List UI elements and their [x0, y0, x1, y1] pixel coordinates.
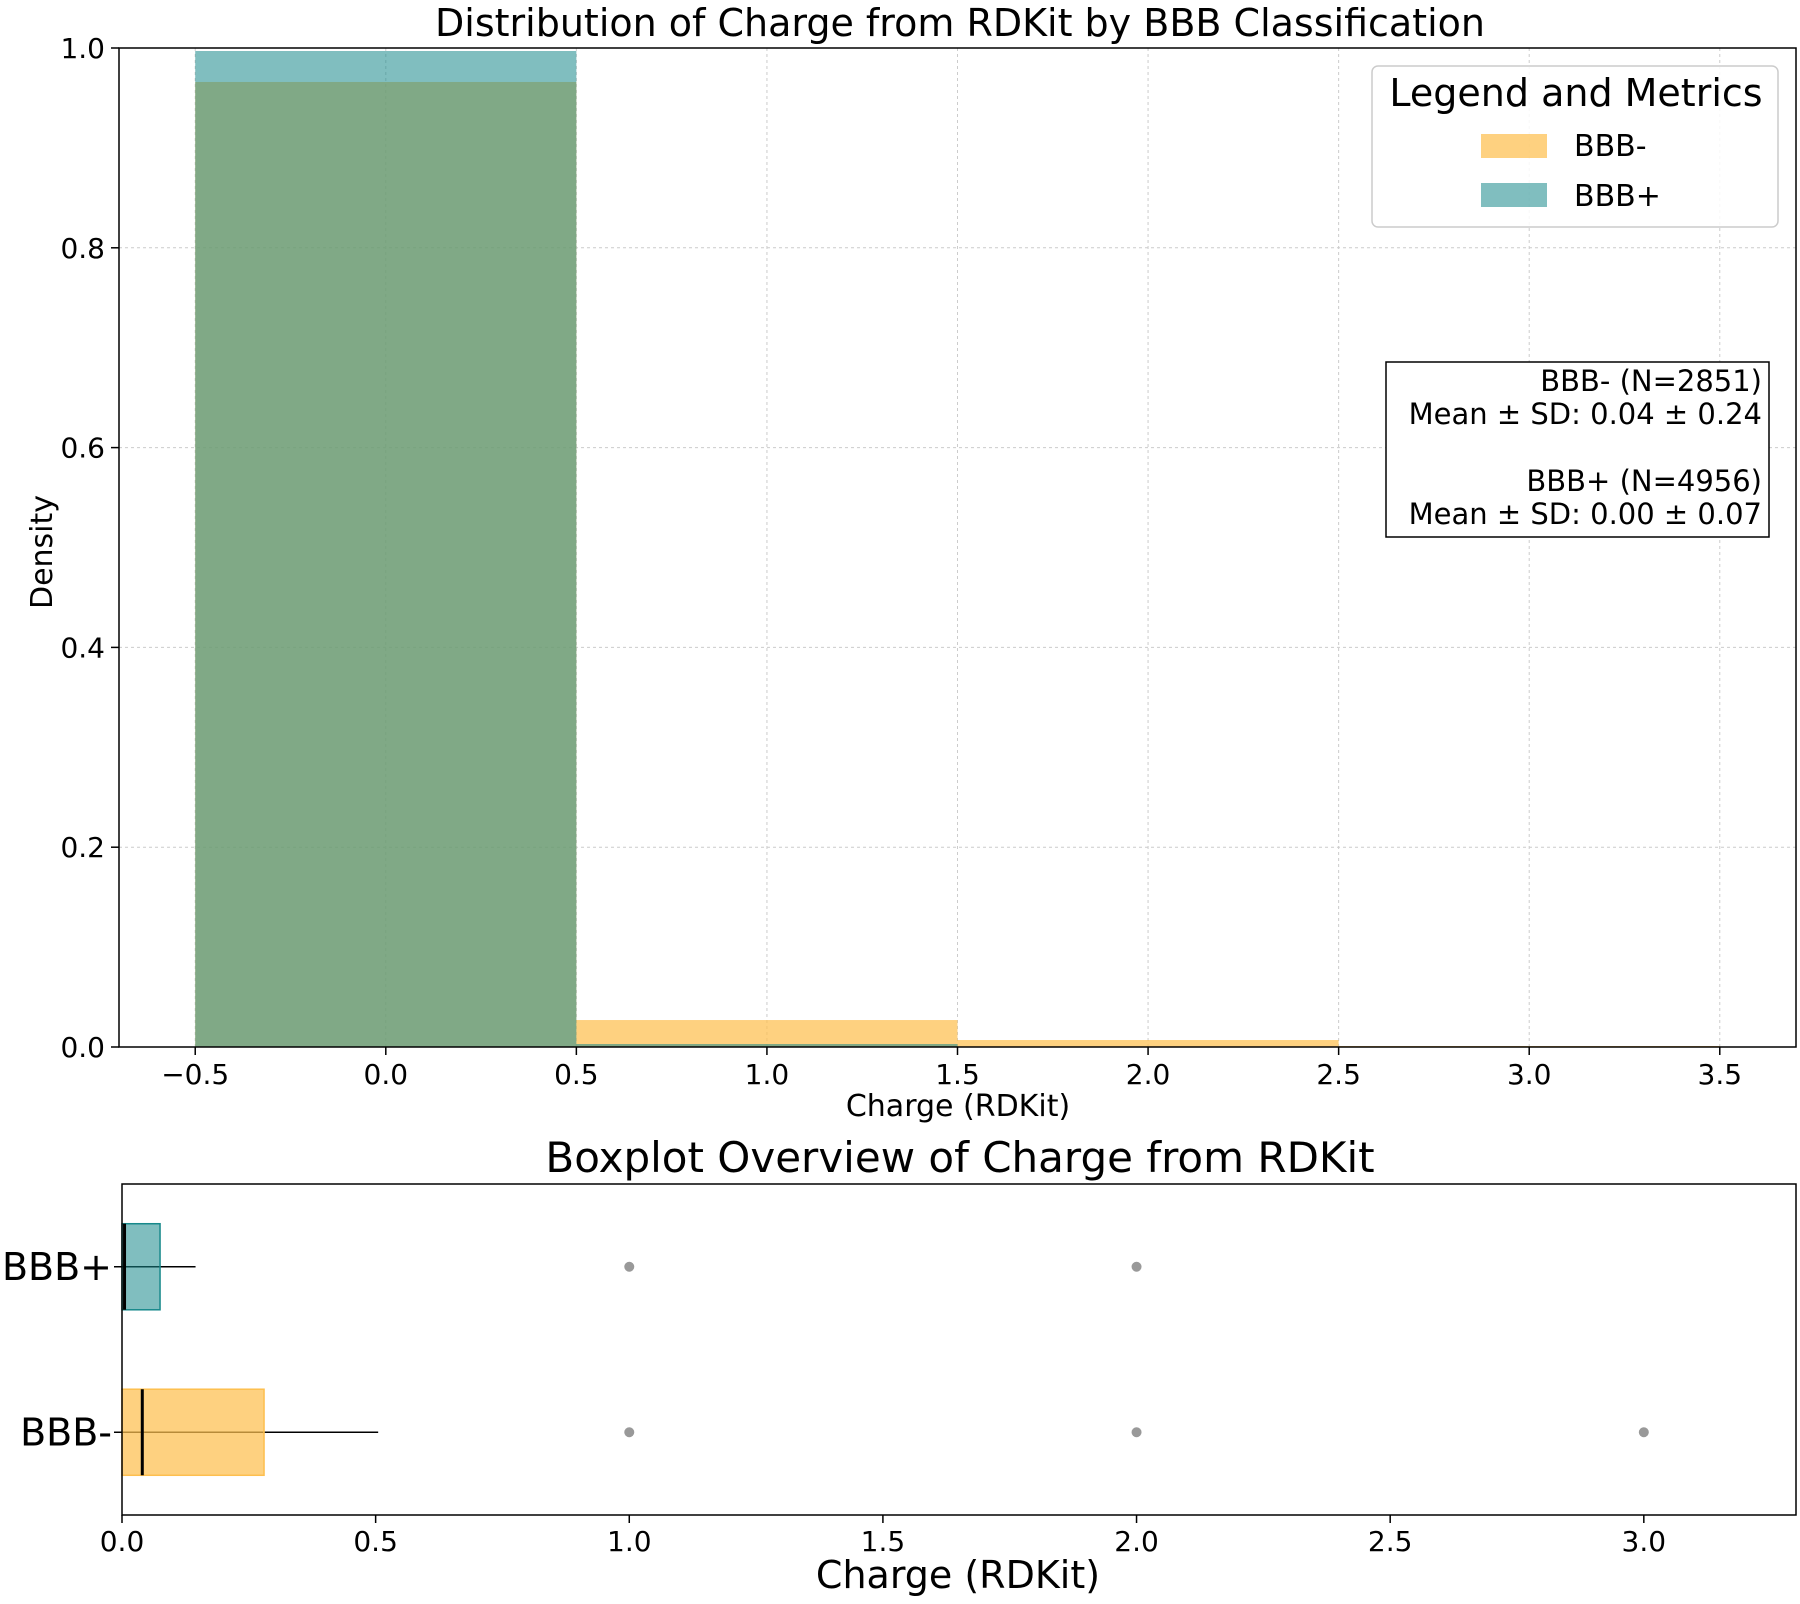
metrics-bbb-pos-count: BBB+ (N=4956) [1526, 464, 1762, 498]
boxplot-x-tick-label: 0.0 [100, 1525, 145, 1558]
histogram-x-tick-label: 2.0 [1126, 1058, 1171, 1091]
boxplot-x-tick-label: 2.0 [1114, 1525, 1159, 1558]
boxplot-x-tick-label: 1.0 [607, 1525, 652, 1558]
histogram-x-tick-label: 0.5 [554, 1058, 599, 1091]
legend-label-bbb-pos: BBB+ [1574, 179, 1661, 214]
boxplot-x-label: Charge (RDKit) [816, 1553, 1100, 1597]
histogram-x-tick-label: 2.5 [1316, 1058, 1361, 1091]
boxplot-marks [122, 1224, 1649, 1476]
boxplot-title: Boxplot Overview of Charge from RDKit [545, 1133, 1374, 1182]
boxplot-flier-bbb-neg [1132, 1427, 1142, 1437]
histogram-y-label: Density [25, 495, 60, 609]
histogram-title: Distribution of Charge from RDKit by BBB… [435, 1, 1485, 45]
boxplot-box-bbb-pos [122, 1224, 160, 1310]
histogram-y-tick-label: 1.0 [60, 32, 105, 65]
metrics-bbb-pos-mean-sd: Mean ± SD: 0.00 ± 0.07 [1409, 497, 1762, 531]
metrics-bbb-neg-count: BBB- (N=2851) [1540, 364, 1762, 398]
legend-title: Legend and Metrics [1389, 71, 1762, 115]
boxplot-flier-bbb-pos [1132, 1262, 1142, 1272]
histogram-bar-bbb-neg [576, 1020, 957, 1047]
legend: Legend and Metrics BBB- BBB+ [1372, 66, 1778, 227]
boxplot-y-tick-label-bbb-pos: BBB+ [2, 1245, 112, 1289]
histogram-y-tick-label: 0.0 [60, 1031, 105, 1064]
boxplot-x-tick-label: 2.5 [1368, 1525, 1413, 1558]
histogram-x-tick-label: 1.5 [935, 1058, 980, 1091]
legend-label-bbb-neg: BBB- [1574, 129, 1647, 164]
boxplot-flier-bbb-pos [624, 1262, 634, 1272]
boxplot-y-tick-label-bbb-neg: BBB- [20, 1410, 112, 1454]
histogram-y-ticks: 0.0 0.2 0.4 0.6 0.8 1.0 [60, 32, 119, 1064]
legend-swatch-bbb-pos [1481, 183, 1547, 207]
boxplot-flier-bbb-neg [624, 1427, 634, 1437]
histogram-y-tick-label: 0.2 [60, 831, 105, 864]
legend-swatch-bbb-neg [1481, 134, 1547, 158]
histogram-x-tick-label: 0.0 [364, 1058, 409, 1091]
metrics-box: BBB- (N=2851) Mean ± SD: 0.04 ± 0.24 BBB… [1386, 362, 1769, 537]
boxplot-x-tick-label: 3.0 [1622, 1525, 1667, 1558]
histogram-y-tick-label: 0.4 [60, 631, 105, 664]
histogram-x-label: Charge (RDKit) [846, 1089, 1070, 1124]
histogram-x-tick-label: 1.0 [745, 1058, 790, 1091]
boxplot-frame [122, 1184, 1796, 1515]
histogram-bar-bbb-pos [195, 51, 576, 1047]
boxplot-x-tick-label: 0.5 [353, 1525, 398, 1558]
metrics-bbb-neg-mean-sd: Mean ± SD: 0.04 ± 0.24 [1409, 397, 1762, 431]
histogram-y-tick-label: 0.6 [60, 432, 105, 465]
histogram-x-tick-label: −0.5 [161, 1058, 229, 1091]
histogram-x-ticks: −0.5 0.0 0.5 1.0 1.5 2.0 2.5 3.0 3.5 [161, 1047, 1742, 1091]
boxplot-y-ticks: BBB+ BBB- [2, 1245, 122, 1455]
histogram-x-tick-label: 3.5 [1698, 1058, 1743, 1091]
histogram-bar-bbb-neg [958, 1040, 1339, 1047]
histogram-chart: Distribution of Charge from RDKit by BBB… [25, 1, 1796, 1124]
histogram-x-tick-label: 3.0 [1507, 1058, 1552, 1091]
boxplot-flier-bbb-neg [1639, 1427, 1649, 1437]
boxplot-chart: Boxplot Overview of Charge from RDKit 0.… [2, 1133, 1796, 1597]
histogram-y-tick-label: 0.8 [60, 232, 105, 265]
